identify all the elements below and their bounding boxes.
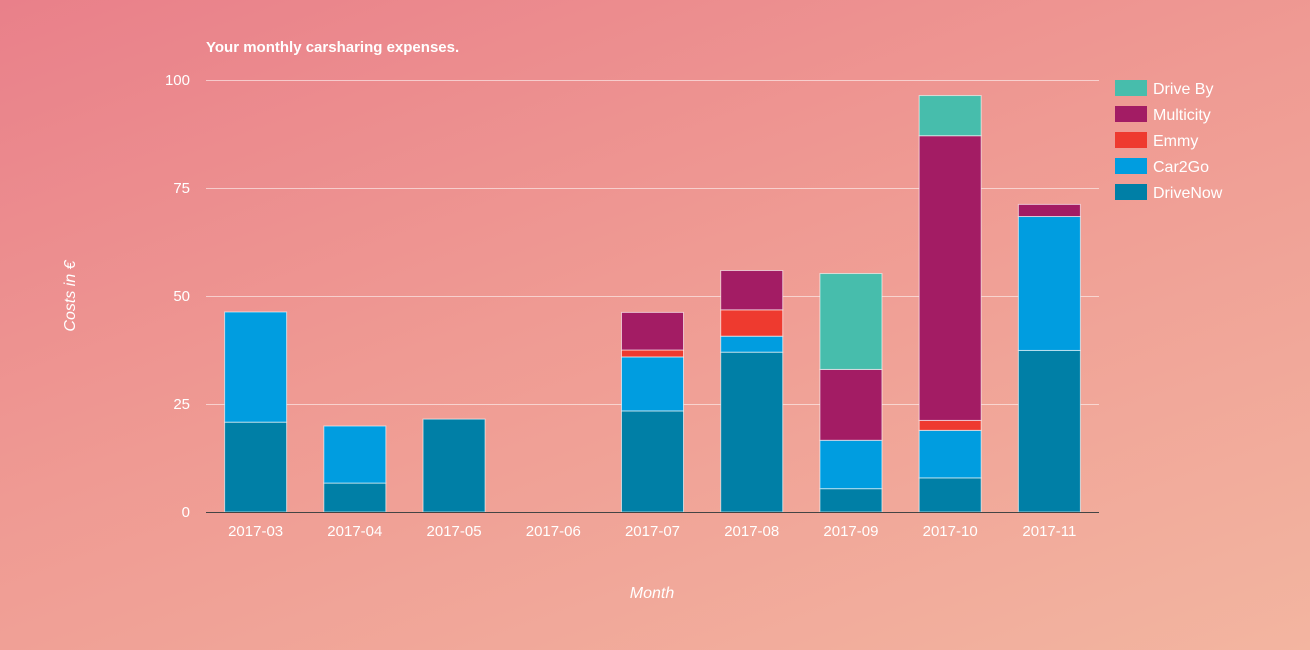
legend-label: Drive By — [1153, 81, 1213, 98]
y-axis-title: Costs in € — [62, 259, 79, 331]
bar-drivenow-2017-04 — [323, 482, 387, 513]
bar-car2go-2017-04 — [323, 425, 387, 484]
legend-swatch-drivenow — [1115, 184, 1147, 200]
legend: Drive By Multicity Emmy Car2Go DriveNow — [1115, 80, 1223, 202]
bar-multicity-2017-09 — [819, 368, 883, 441]
bar-drive-by-2017-10 — [918, 95, 982, 137]
bar-car2go-2017-03 — [224, 311, 288, 423]
bar-drivenow-2017-03 — [224, 421, 288, 513]
y-axis-ticks: 0 25 50 75 100 — [165, 72, 190, 521]
legend-swatch-car2go — [1115, 158, 1147, 174]
y-tick-label: 0 — [182, 504, 190, 521]
x-tick-label: 2017-05 — [427, 523, 482, 540]
bar-multicity-2017-08 — [720, 270, 784, 311]
y-tick-label: 75 — [173, 180, 190, 197]
bar-multicity-2017-10 — [918, 135, 982, 421]
legend-swatch-drive-by — [1115, 80, 1147, 96]
x-tick-label: 2017-10 — [923, 523, 978, 540]
x-tick-label: 2017-08 — [724, 523, 779, 540]
bar-drivenow-2017-10 — [918, 477, 982, 513]
y-tick-label: 50 — [173, 288, 190, 305]
legend-swatch-emmy — [1115, 132, 1147, 148]
x-tick-label: 2017-09 — [823, 523, 878, 540]
bar-car2go-2017-07 — [621, 356, 684, 412]
bars — [224, 95, 1081, 513]
legend-swatch-multicity — [1115, 106, 1147, 122]
y-tick-label: 100 — [165, 72, 190, 89]
bar-multicity-2017-11 — [1017, 203, 1081, 218]
legend-label: Multicity — [1153, 107, 1211, 124]
bar-drivenow-2017-05 — [422, 418, 486, 513]
x-axis-title: Month — [630, 585, 675, 602]
legend-label: DriveNow — [1153, 185, 1223, 202]
x-tick-label: 2017-07 — [625, 523, 680, 540]
x-tick-label: 2017-03 — [228, 523, 283, 540]
bar-drivenow-2017-08 — [720, 351, 784, 513]
chart-title: Your monthly carsharing expenses. — [206, 39, 459, 56]
x-tick-label: 2017-11 — [1022, 523, 1076, 540]
bar-car2go-2017-08 — [720, 335, 784, 353]
bar-emmy-2017-08 — [720, 309, 784, 337]
legend-label: Car2Go — [1153, 159, 1209, 176]
x-tick-label: 2017-06 — [526, 523, 581, 540]
bar-drive-by-2017-09 — [819, 273, 883, 370]
bar-car2go-2017-09 — [819, 439, 883, 490]
bar-drivenow-2017-09 — [819, 488, 883, 513]
bar-car2go-2017-10 — [918, 429, 982, 479]
bar-drivenow-2017-11 — [1017, 349, 1081, 513]
bar-emmy-2017-10 — [918, 419, 982, 431]
legend-label: Emmy — [1153, 133, 1198, 150]
bar-emmy-2017-07 — [621, 349, 684, 358]
bar-car2go-2017-11 — [1017, 216, 1081, 351]
bar-drivenow-2017-07 — [621, 410, 684, 513]
y-tick-label: 25 — [173, 396, 190, 413]
x-tick-label: 2017-04 — [327, 523, 382, 540]
bar-multicity-2017-07 — [621, 311, 684, 351]
x-axis-ticks: 2017-03 2017-04 2017-05 2017-06 2017-07 2017-… — [228, 523, 1076, 540]
